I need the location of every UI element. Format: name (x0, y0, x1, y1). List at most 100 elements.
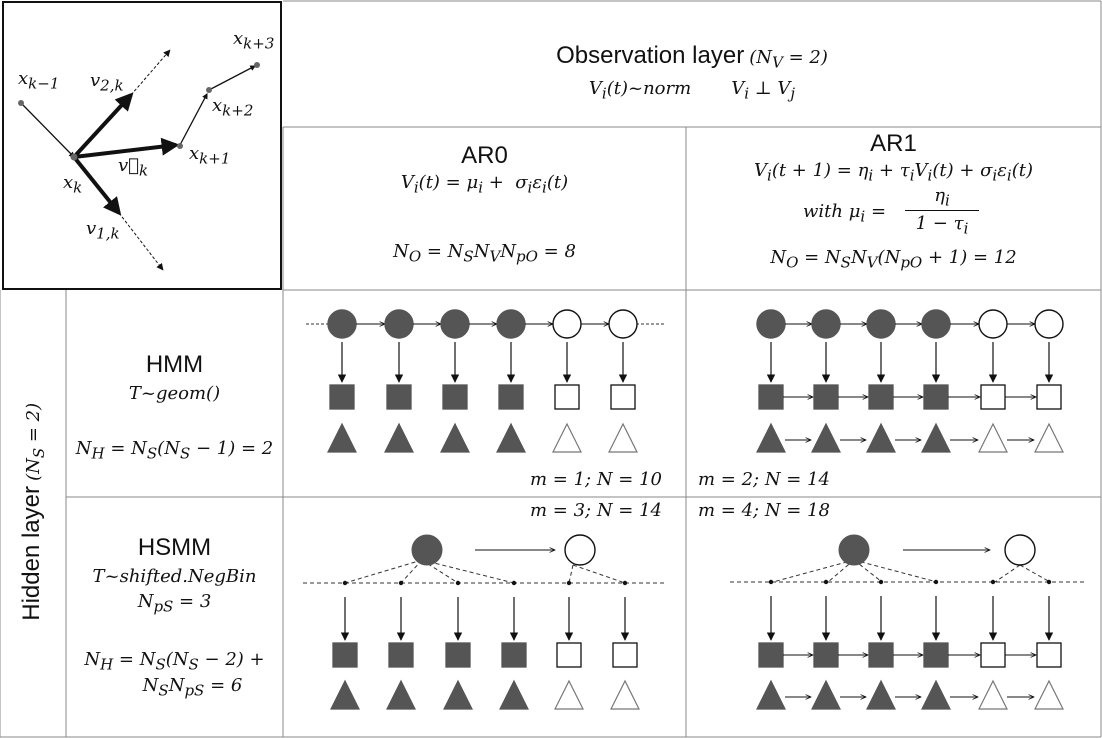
observation-square-5 (980, 642, 1006, 668)
label-x-k-plus-2: xk+2 (212, 95, 254, 120)
hidden-state-3 (866, 309, 896, 339)
cell-count-hsmm-ar0: m = 3; N = 14 (530, 500, 663, 521)
observation-square-3 (868, 642, 894, 668)
observation-square-3 (868, 384, 894, 410)
cell-count-hmm-ar1: m = 2; N = 14 (698, 469, 831, 490)
hsmm-dashed-lines (303, 559, 1087, 584)
label-v-2k: v2,k (90, 70, 124, 95)
hidden-state-3 (440, 309, 470, 339)
ar0-count: NO = NSNVNpO = 8 (393, 241, 576, 266)
observation-triangle-6 (608, 422, 638, 453)
observation-square-6 (612, 642, 638, 668)
observation-triangle-5 (978, 422, 1008, 453)
hidden-layer-title: Hidden layer (NS = 2) (18, 402, 48, 621)
observation-triangle-4 (921, 422, 951, 453)
duration-node (878, 579, 884, 585)
observation-square-3 (445, 642, 471, 668)
semi-markov-state-2 (1004, 534, 1036, 566)
observation-square-2 (386, 384, 412, 410)
label-x-k-plus-3: xk+3 (233, 28, 275, 53)
semi-markov-state-1 (411, 534, 443, 566)
ar1-frac-bar (905, 210, 979, 211)
duration-node (823, 579, 829, 585)
observation-triangle-4 (499, 679, 529, 710)
hidden-state-4 (921, 309, 951, 339)
observation-square-5 (556, 642, 582, 668)
observation-layer-title: Observation layer (NV = 2) (556, 42, 828, 72)
observation-triangle-6 (1034, 422, 1064, 453)
label-x-k-plus-1: xk+1 (189, 143, 231, 168)
duration-node (768, 579, 774, 585)
hsmm-title: HSMM (137, 534, 212, 561)
hidden-state-6 (1034, 309, 1064, 339)
duration-node (622, 580, 628, 586)
observation-triangle-1 (756, 422, 786, 453)
hsmm-ar1-graph (756, 534, 1064, 710)
duration-node (933, 579, 939, 585)
observation-square-6 (1036, 384, 1062, 410)
observation-triangle-2 (811, 422, 841, 453)
ar1-title: AR1 (870, 130, 917, 157)
observation-square-5 (554, 384, 580, 410)
observation-triangle-3 (866, 422, 896, 453)
observation-triangle-4 (921, 679, 951, 710)
hsmm-distribution: T~shifted.NegBin (92, 566, 257, 587)
label-v-1k: v1,k (86, 218, 120, 243)
observation-square-1 (329, 384, 355, 410)
observation-square-1 (332, 642, 358, 668)
observation-triangle-2 (384, 422, 414, 453)
duration-node (566, 580, 572, 586)
observation-triangle-6 (1034, 679, 1064, 710)
observation-triangle-1 (330, 679, 360, 710)
observation-square-4 (498, 384, 524, 410)
hmm-title: HMM (145, 351, 204, 378)
observation-square-4 (501, 642, 527, 668)
observation-square-1 (758, 642, 784, 668)
duration-node (990, 579, 996, 585)
ar0-title: AR0 (461, 142, 508, 169)
observation-triangle-5 (978, 679, 1008, 710)
vector-panel-frame (2, 1, 282, 290)
hidden-state-1 (756, 309, 786, 339)
observation-square-3 (442, 384, 468, 410)
observation-triangle-1 (327, 422, 357, 453)
hmm-count: NH = NS(NS − 1) = 2 (75, 438, 274, 463)
duration-node (511, 580, 517, 586)
label-v-vec-k: v⃗k (118, 155, 149, 180)
observation-square-4 (923, 642, 949, 668)
observation-triangle-2 (811, 679, 841, 710)
hidden-state-2 (384, 309, 414, 339)
observation-triangle-5 (554, 679, 584, 710)
hmm-ar1-graph (756, 309, 1064, 453)
semi-markov-state-1 (838, 534, 870, 566)
semi-markov-state-2 (564, 534, 596, 566)
observation-triangle-3 (443, 679, 473, 710)
observation-layer-subtitle: Vi(t)~norm Vi ⊥ Vj (588, 78, 796, 103)
hmm-ar0-graph (306, 309, 666, 453)
duration-node (342, 580, 348, 586)
hmm-distribution: T~geom() (128, 383, 221, 404)
ar1-frac-num: ηi (934, 185, 950, 210)
observation-triangle-5 (552, 422, 582, 453)
ar1-count: NO = NSNV(NpO + 1) = 12 (770, 247, 1017, 272)
observation-square-1 (758, 384, 784, 410)
ar1-frac-den: 1 − τi (915, 213, 969, 238)
hsmm-param: NpS = 3 (137, 591, 212, 616)
observation-square-2 (813, 384, 839, 410)
observation-square-2 (388, 642, 414, 668)
hidden-state-6 (608, 309, 638, 339)
hidden-state-5 (978, 309, 1008, 339)
cell-count-hsmm-ar1: m = 4; N = 18 (698, 500, 831, 521)
hidden-state-2 (811, 309, 841, 339)
hsmm-count-line2: NSNpS = 6 (142, 675, 243, 700)
observation-triangle-3 (440, 422, 470, 453)
ar1-equation: Vi(t + 1) = ηi + τiVi(t) + σiεi(t) (754, 160, 1033, 185)
observation-square-2 (813, 642, 839, 668)
cell-count-hmm-ar0: m = 1; N = 10 (530, 469, 663, 490)
observation-triangle-2 (386, 679, 416, 710)
hsmm-count-line1: NH = NS(NS − 2) + (84, 649, 265, 674)
observation-square-6 (610, 384, 636, 410)
hsmm-ar0-graph (330, 534, 640, 710)
